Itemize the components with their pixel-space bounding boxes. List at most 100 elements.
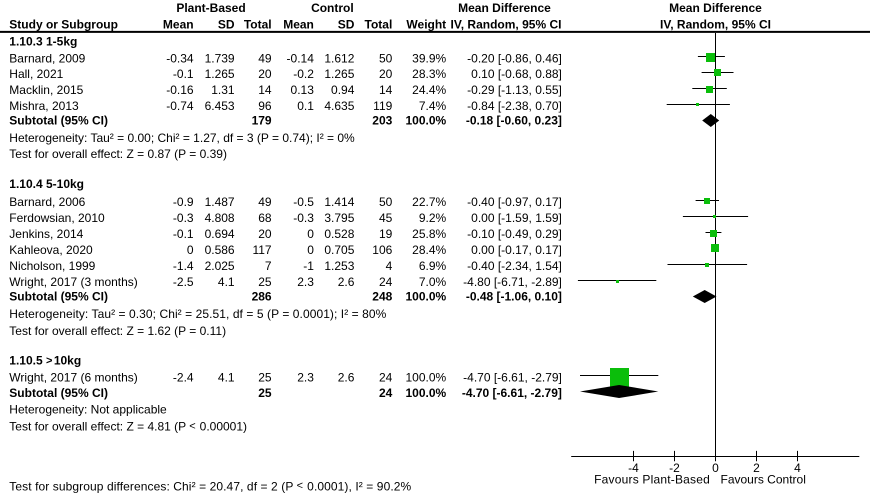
svg-text:2.3: 2.3: [297, 275, 314, 289]
svg-text:0.694: 0.694: [205, 227, 235, 241]
svg-text:1.265: 1.265: [324, 67, 354, 81]
svg-text:179: 179: [252, 114, 272, 128]
svg-text:-1: -1: [303, 259, 314, 273]
svg-text:Test for overall effect: Z = 0: Test for overall effect: Z = 0.87 (P = 0…: [9, 147, 227, 161]
svg-text:24: 24: [379, 371, 393, 385]
svg-text:-0.1: -0.1: [173, 227, 194, 241]
svg-text:100.0%: 100.0%: [405, 371, 446, 385]
svg-text:100.0%: 100.0%: [405, 386, 446, 400]
svg-text:Mean Difference: Mean Difference: [669, 1, 762, 15]
svg-text:-0.10 [-0.49, 0.29]: -0.10 [-0.49, 0.29]: [467, 227, 562, 241]
svg-text:1.487: 1.487: [205, 195, 235, 209]
svg-text:0.10 [-0.68, 0.88]: 0.10 [-0.68, 0.88]: [471, 67, 562, 81]
svg-text:-0.74: -0.74: [166, 99, 194, 113]
svg-text:Macklin, 2015: Macklin, 2015: [9, 83, 83, 97]
svg-text:22.7%: 22.7%: [412, 195, 446, 209]
svg-text:Hall, 2021: Hall, 2021: [9, 67, 63, 81]
svg-text:117: 117: [252, 243, 271, 257]
svg-text:286: 286: [252, 290, 272, 304]
svg-text:0: 0: [187, 243, 194, 257]
svg-text:14: 14: [258, 83, 272, 97]
svg-text:25: 25: [258, 275, 272, 289]
svg-text:1.10.5 >10kg: 1.10.5 >10kg: [9, 354, 81, 368]
svg-text:Total: Total: [365, 17, 393, 31]
svg-text:-4: -4: [628, 461, 639, 475]
svg-text:-0.1: -0.1: [173, 67, 194, 81]
svg-text:28.3%: 28.3%: [412, 67, 446, 81]
svg-text:Wright, 2017 (3 months): Wright, 2017 (3 months): [9, 275, 138, 289]
svg-text:24: 24: [379, 386, 393, 400]
svg-text:Mean: Mean: [283, 17, 314, 31]
svg-text:-2: -2: [669, 461, 680, 475]
svg-text:20: 20: [258, 67, 272, 81]
svg-text:100.0%: 100.0%: [405, 114, 446, 128]
svg-text:106: 106: [372, 243, 392, 257]
svg-text:Barnard, 2009: Barnard, 2009: [9, 51, 85, 65]
svg-text:-0.20 [-0.86, 0.46]: -0.20 [-0.86, 0.46]: [467, 51, 562, 65]
svg-text:7.4%: 7.4%: [419, 99, 447, 113]
svg-text:4.635: 4.635: [324, 99, 354, 113]
svg-text:0: 0: [712, 461, 719, 475]
svg-text:14: 14: [379, 83, 393, 97]
svg-text:Heterogeneity: Tau² = 0.00; Ch: Heterogeneity: Tau² = 0.00; Chi² = 1.27,…: [9, 131, 355, 145]
svg-text:0.00 [-1.59, 1.59]: 0.00 [-1.59, 1.59]: [471, 211, 562, 225]
svg-text:Heterogeneity: Not applicable: Heterogeneity: Not applicable: [9, 403, 167, 417]
svg-text:1.31: 1.31: [211, 83, 235, 97]
svg-text:100.0%: 100.0%: [405, 290, 446, 304]
svg-text:1.739: 1.739: [205, 51, 235, 65]
svg-text:4: 4: [794, 461, 801, 475]
svg-text:-2.5: -2.5: [173, 275, 194, 289]
svg-text:-2.4: -2.4: [173, 371, 194, 385]
svg-text:SD: SD: [338, 17, 355, 31]
svg-text:-0.18 [-0.60, 0.23]: -0.18 [-0.60, 0.23]: [466, 114, 562, 128]
svg-text:Control: Control: [311, 1, 354, 15]
svg-text:Mean: Mean: [163, 17, 194, 31]
svg-text:-0.40 [-0.97, 0.17]: -0.40 [-0.97, 0.17]: [467, 195, 562, 209]
svg-text:Subtotal (95% CI): Subtotal (95% CI): [9, 290, 108, 304]
svg-text:Test for overall effect: Z = 1: Test for overall effect: Z = 1.62 (P = 0…: [9, 324, 226, 338]
svg-text:Favours Control: Favours Control: [721, 473, 806, 487]
svg-text:-4.70 [-6.61, -2.79]: -4.70 [-6.61, -2.79]: [462, 386, 562, 400]
svg-text:-0.40 [-2.34, 1.54]: -0.40 [-2.34, 1.54]: [467, 259, 562, 273]
svg-text:-4.70 [-6.61, -2.79]: -4.70 [-6.61, -2.79]: [463, 371, 562, 385]
svg-text:4.1: 4.1: [218, 275, 235, 289]
svg-text:Mishra, 2013: Mishra, 2013: [9, 99, 79, 113]
svg-text:Mean Difference: Mean Difference: [458, 1, 551, 15]
svg-text:-0.84 [-2.38, 0.70]: -0.84 [-2.38, 0.70]: [467, 99, 562, 113]
svg-text:0.528: 0.528: [324, 227, 354, 241]
svg-text:0: 0: [307, 243, 314, 257]
svg-text:-0.34: -0.34: [166, 51, 194, 65]
svg-text:Barnard, 2006: Barnard, 2006: [9, 195, 85, 209]
svg-text:119: 119: [373, 99, 392, 113]
svg-text:Wright, 2017 (6 months): Wright, 2017 (6 months): [9, 371, 138, 385]
svg-text:50: 50: [379, 51, 393, 65]
svg-text:4.1: 4.1: [218, 371, 235, 385]
svg-text:Kahleova, 2020: Kahleova, 2020: [9, 243, 93, 257]
svg-text:IV, Random, 95% CI: IV, Random, 95% CI: [451, 17, 562, 31]
svg-text:0.1: 0.1: [297, 99, 314, 113]
svg-text:68: 68: [258, 211, 272, 225]
svg-text:248: 248: [372, 290, 392, 304]
svg-text:0: 0: [307, 227, 314, 241]
svg-text:9.2%: 9.2%: [419, 211, 447, 225]
svg-text:1.414: 1.414: [324, 195, 354, 209]
svg-text:2.6: 2.6: [338, 275, 355, 289]
svg-text:49: 49: [258, 195, 272, 209]
svg-text:Weight: Weight: [406, 17, 446, 31]
svg-text:-0.14: -0.14: [287, 51, 315, 65]
svg-text:-0.5: -0.5: [293, 195, 314, 209]
svg-text:SD: SD: [218, 17, 235, 31]
svg-text:0.586: 0.586: [205, 243, 235, 257]
svg-text:1.253: 1.253: [324, 259, 354, 273]
svg-text:7: 7: [265, 259, 272, 273]
svg-text:Test for overall effect: Z = 4: Test for overall effect: Z = 4.81 (P < 0…: [9, 420, 247, 434]
svg-text:Favours Plant-Based: Favours Plant-Based: [594, 473, 710, 487]
svg-text:28.4%: 28.4%: [412, 243, 446, 257]
svg-text:25: 25: [258, 371, 272, 385]
svg-text:1.10.3 1-5kg: 1.10.3 1-5kg: [9, 35, 77, 49]
svg-text:2.025: 2.025: [205, 259, 235, 273]
svg-text:2.3: 2.3: [297, 371, 314, 385]
svg-text:-0.29 [-1.13, 0.55]: -0.29 [-1.13, 0.55]: [467, 83, 562, 97]
svg-text:Subtotal (95% CI): Subtotal (95% CI): [9, 114, 108, 128]
svg-text:0.00 [-0.17, 0.17]: 0.00 [-0.17, 0.17]: [471, 243, 562, 257]
